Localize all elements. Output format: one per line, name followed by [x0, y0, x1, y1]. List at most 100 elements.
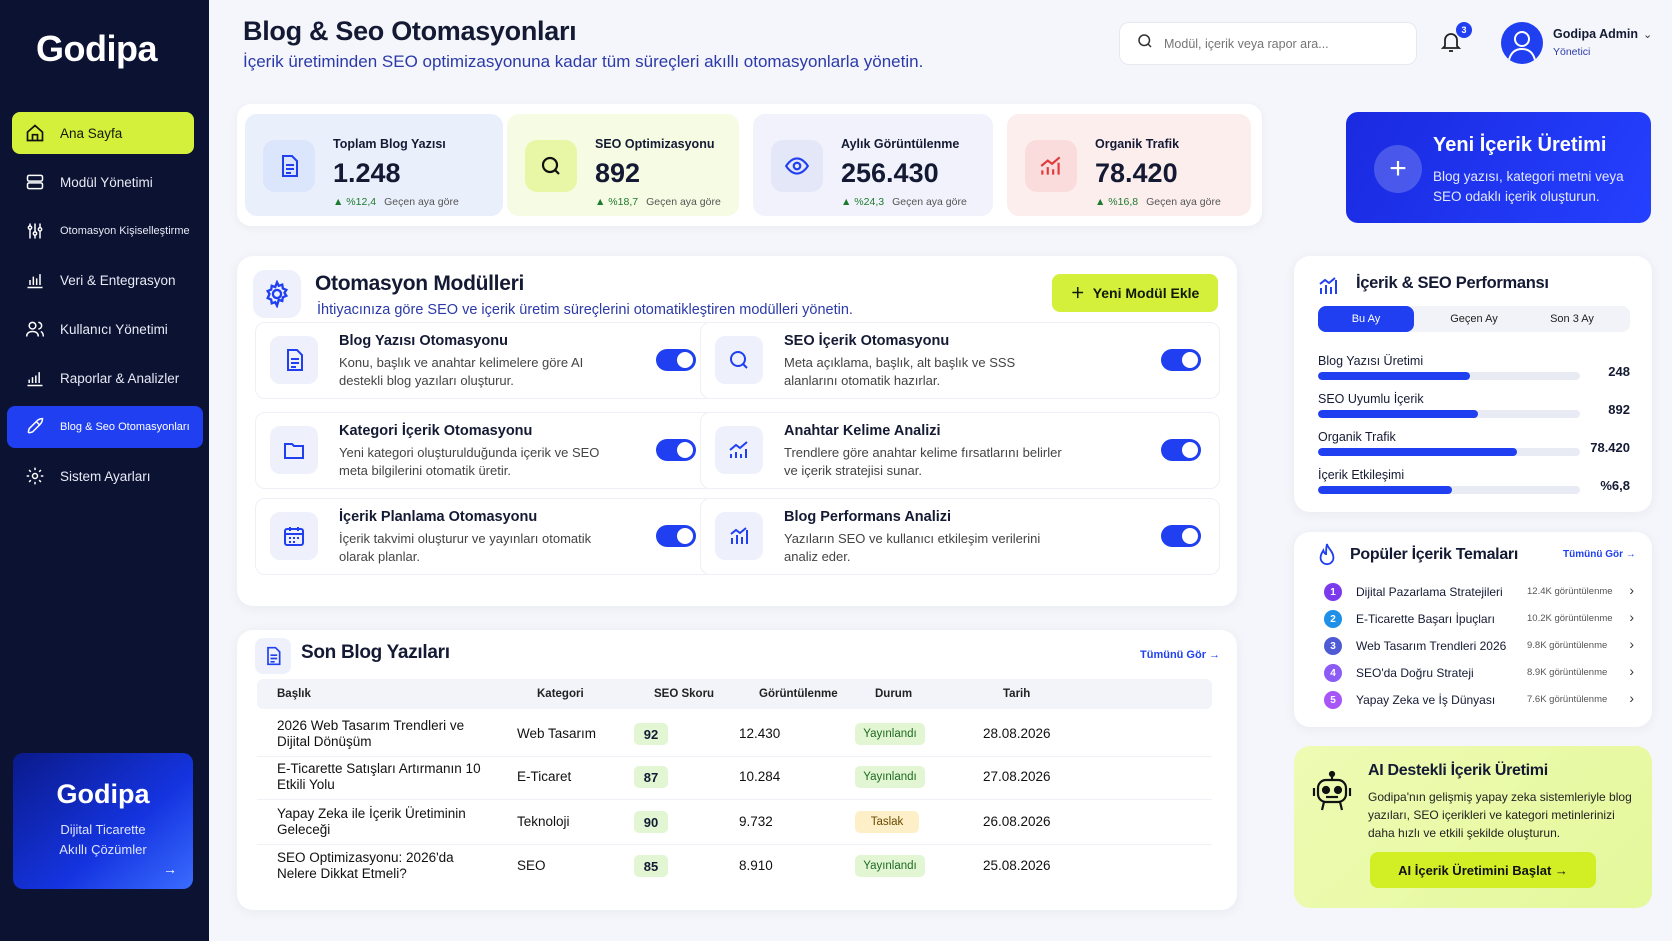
see-all-link[interactable]: Tümünü Gör →: [1563, 549, 1636, 560]
row-date: 25.08.2026: [983, 858, 1051, 873]
modules-subtitle: İhtiyacınıza göre SEO ve içerik üretim s…: [317, 302, 853, 318]
page-title: Blog & Seo Otomasyonları: [243, 16, 577, 46]
column-header[interactable]: Durum: [875, 688, 913, 700]
stat-change: ▲ %16,8 Geçen aya göre: [1095, 196, 1221, 208]
table-row[interactable]: Yapay Zeka ile İçerik Üretiminin Geleceğ…: [257, 800, 1212, 845]
stat-change-value: ▲ %12,4: [333, 196, 377, 208]
metric-value: %6,8: [1600, 478, 1630, 493]
row-views: 8.910: [739, 858, 773, 873]
list-item[interactable]: 1 Dijital Pazarlama Stratejileri 12.4K g…: [1324, 580, 1634, 604]
module-card[interactable]: Kategori İçerik Otomasyonu Yeni kategori…: [255, 412, 714, 489]
module-title: Blog Yazısı Otomasyonu: [339, 333, 508, 349]
chevron-down-icon[interactable]: ⌄: [1643, 29, 1653, 41]
progress-fill: [1318, 372, 1470, 380]
metric-label: Organik Trafik: [1318, 430, 1396, 444]
tab-last-month[interactable]: Geçen Ay: [1450, 313, 1498, 325]
new-content-button[interactable]: + Yeni İçerik Üretimi Blog yazısı, kateg…: [1346, 112, 1651, 223]
search-input[interactable]: [1164, 36, 1384, 51]
search-box[interactable]: [1119, 22, 1417, 65]
table-row[interactable]: SEO Optimizasyonu: 2026'da Nelere Dikkat…: [257, 844, 1212, 889]
row-views: 10.284: [739, 769, 781, 784]
module-card[interactable]: İçerik Planlama Otomasyonu İçerik takvim…: [255, 498, 714, 575]
arrow-right-icon[interactable]: →: [163, 861, 177, 877]
sidebar-item-data-integration[interactable]: Veri & Entegrasyon: [12, 259, 194, 301]
sidebar-nav: Ana Sayfa Modül Yönetimi Otomasyon Kişis…: [7, 112, 203, 504]
module-toggle[interactable]: [1161, 439, 1201, 461]
module-toggle[interactable]: [656, 349, 696, 371]
sidebar-item-home[interactable]: Ana Sayfa: [12, 112, 194, 154]
list-item[interactable]: 3 Web Tasarım Trendleri 2026 9.8K görünt…: [1324, 634, 1634, 658]
avatar[interactable]: [1501, 22, 1543, 64]
brand-logo[interactable]: Godipa: [36, 28, 158, 69]
column-header[interactable]: SEO Skoru: [654, 688, 715, 700]
sidebar-item-settings[interactable]: Sistem Ayarları: [12, 455, 194, 497]
metric-label: İçerik Etkileşimi: [1318, 468, 1405, 482]
see-all-link[interactable]: Tümünü Gör →: [1140, 649, 1221, 661]
list-item[interactable]: 2 E-Ticarette Başarı İpuçları 10.2K görü…: [1324, 607, 1634, 631]
table-row[interactable]: E-Ticarette Satışları Artırmanın 10 Etki…: [257, 755, 1212, 800]
module-toggle[interactable]: [1161, 525, 1201, 547]
module-card[interactable]: Anahtar Kelime Analizi Trendlere göre an…: [700, 412, 1220, 489]
calendar-icon: [270, 512, 318, 560]
sidebar-item-label: Otomasyon Kişiselleştirme: [60, 225, 190, 237]
rank-badge: 1: [1324, 583, 1342, 601]
plus-icon: +: [1374, 145, 1422, 193]
theme-title: Yapay Zeka ve İş Dünyası: [1356, 693, 1496, 707]
theme-title: SEO'da Doğru Strateji: [1356, 666, 1474, 680]
progress-bar: [1318, 448, 1580, 456]
module-toggle[interactable]: [656, 439, 696, 461]
theme-title: Web Tasarım Trendleri 2026: [1356, 639, 1507, 653]
start-ai-generation-button[interactable]: AI İçerik Üretimini Başlat →: [1370, 852, 1596, 888]
rank-badge: 5: [1324, 691, 1342, 709]
row-views: 9.732: [739, 814, 773, 829]
sidebar-item-label: Kullanıcı Yönetimi: [60, 321, 168, 337]
document-icon: [263, 140, 315, 192]
column-header[interactable]: Başlık: [277, 688, 311, 700]
stat-change: ▲ %24,3 Geçen aya göre: [841, 196, 967, 208]
stat-compare: Geçen aya göre: [1146, 196, 1221, 208]
metric-value: 78.420: [1590, 440, 1630, 455]
module-card[interactable]: Blog Yazısı Otomasyonu Konu, başlık ve a…: [255, 322, 714, 399]
row-title[interactable]: 2026 Web Tasarım Trendleri ve Dijital Dö…: [277, 718, 465, 749]
sidebar-item-automation-customization[interactable]: Otomasyon Kişiselleştirme: [12, 210, 194, 252]
stat-label: Toplam Blog Yazısı: [333, 137, 446, 151]
notification-badge: 3: [1456, 22, 1472, 38]
tab-this-month[interactable]: Bu Ay: [1318, 306, 1414, 332]
sidebar-item-blog-seo[interactable]: Blog & Seo Otomasyonları: [7, 406, 203, 448]
eye-icon: [771, 140, 823, 192]
tab-last-3-months[interactable]: Son 3 Ay: [1550, 313, 1594, 325]
row-title[interactable]: Yapay Zeka ile İçerik Üretiminin Geleceğ…: [277, 806, 466, 837]
modules-icon: [24, 171, 46, 193]
ai-desc: Godipa'nın gelişmiş yapay zeka sistemler…: [1368, 790, 1632, 840]
sidebar-item-reports[interactable]: Raporlar & Analizler: [12, 357, 194, 399]
stat-change: ▲ %18,7 Geçen aya göre: [595, 196, 721, 208]
trend-chart-icon: [715, 426, 763, 474]
row-title[interactable]: E-Ticarette Satışları Artırmanın 10 Etki…: [277, 761, 481, 792]
list-item[interactable]: 4 SEO'da Doğru Strateji 8.9K görüntülenm…: [1324, 661, 1634, 685]
table-row[interactable]: 2026 Web Tasarım Trendleri ve Dijital Dö…: [257, 712, 1212, 757]
list-item[interactable]: 5 Yapay Zeka ve İş Dünyası 7.6K görüntül…: [1324, 688, 1634, 712]
sidebar-item-modules[interactable]: Modül Yönetimi: [12, 161, 194, 203]
module-toggle[interactable]: [656, 525, 696, 547]
promo-card[interactable]: Godipa Dijital Ticarette Akıllı Çözümler …: [13, 753, 193, 889]
recent-blogs-panel: Son Blog Yazıları Tümünü Gör → Başlık Ka…: [237, 630, 1237, 910]
theme-views: 8.9K görüntülenme: [1527, 667, 1608, 678]
column-header[interactable]: Görüntülenme: [759, 688, 838, 700]
user-name[interactable]: Godipa Admin: [1553, 27, 1638, 41]
plus-icon: ＋: [1070, 285, 1085, 301]
bell-icon[interactable]: [1439, 30, 1465, 56]
stat-value: 1.248: [333, 158, 401, 188]
metric-value: 248: [1608, 364, 1630, 379]
search-icon: [525, 140, 577, 192]
sidebar-item-users[interactable]: Kullanıcı Yönetimi: [12, 308, 194, 350]
module-toggle[interactable]: [1161, 349, 1201, 371]
module-card[interactable]: SEO İçerik Otomasyonu Meta açıklama, baş…: [700, 322, 1220, 399]
module-card[interactable]: Blog Performans Analizi Yazıların SEO ve…: [700, 498, 1220, 575]
module-desc: Yeni kategori oluşturulduğunda içerik ve…: [339, 445, 600, 478]
row-title[interactable]: SEO Optimizasyonu: 2026'da Nelere Dikkat…: [277, 850, 454, 881]
column-header[interactable]: Kategori: [537, 688, 584, 700]
add-module-button[interactable]: ＋ Yeni Modül Ekle: [1052, 274, 1218, 312]
module-title: Kategori İçerik Otomasyonu: [339, 423, 533, 439]
column-header[interactable]: Tarih: [1003, 688, 1031, 700]
metric-row: Organik Trafik 78.420: [1318, 430, 1630, 466]
